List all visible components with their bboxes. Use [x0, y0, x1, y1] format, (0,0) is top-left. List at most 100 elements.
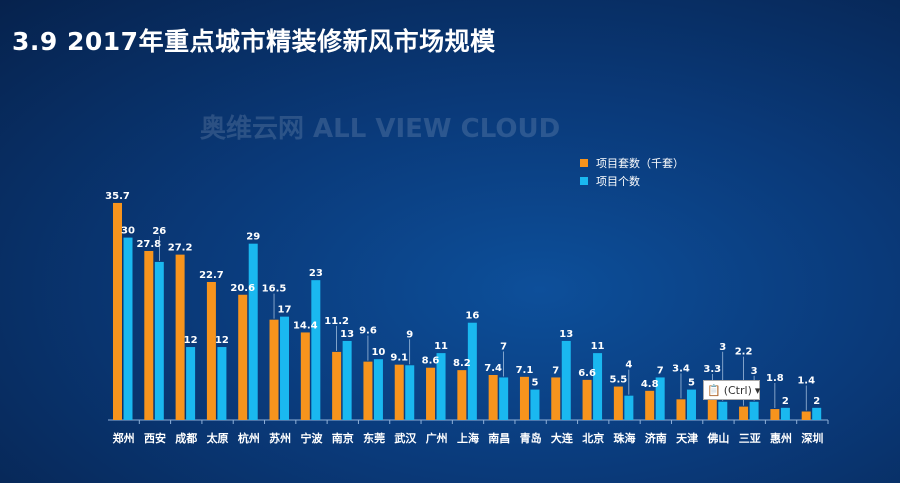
- x-tick-label: 宁波: [300, 431, 323, 445]
- x-tick-label: 武汉: [394, 431, 417, 445]
- bar-units: [175, 254, 185, 420]
- data-label: 7: [657, 365, 664, 376]
- bar-units: [144, 250, 154, 420]
- data-label: 3.4: [672, 363, 690, 374]
- data-label: 10: [371, 347, 385, 358]
- data-label: 3: [719, 342, 726, 353]
- x-tick-label: 西安: [144, 431, 166, 445]
- data-label: 11.2: [324, 316, 349, 327]
- x-tick-label: 南昌: [488, 431, 510, 445]
- bar-count: [718, 401, 728, 420]
- data-label: 5: [688, 378, 695, 389]
- data-label: 2: [813, 396, 820, 407]
- bar-units: [801, 411, 811, 420]
- data-label: 26: [152, 226, 166, 237]
- bar-count: [780, 407, 790, 420]
- bar-units: [551, 377, 561, 420]
- x-tick-label: 大连: [551, 431, 574, 445]
- bar-units: [645, 390, 655, 420]
- bar-count: [405, 365, 415, 420]
- clipboard-icon: 📋: [707, 383, 721, 397]
- bar-count: [530, 389, 540, 420]
- bar-units: [457, 370, 467, 420]
- x-tick-label: 东莞: [363, 431, 385, 445]
- data-label: 35.7: [105, 191, 130, 202]
- data-label: 11: [591, 341, 605, 352]
- bar-count: [593, 353, 603, 420]
- bar-units: [707, 399, 717, 420]
- legend-swatch: [580, 177, 588, 185]
- data-label: 1.8: [766, 373, 784, 384]
- bar-units: [519, 376, 529, 420]
- data-label: 2: [782, 396, 789, 407]
- bar-count: [154, 261, 164, 420]
- data-label: 3: [751, 366, 758, 377]
- bar-units: [363, 361, 373, 420]
- data-label: 9: [406, 329, 413, 340]
- paste-options-button[interactable]: 📋 (Ctrl) ▾: [703, 380, 760, 400]
- data-label: 9.6: [359, 326, 377, 337]
- data-label: 4: [625, 360, 632, 371]
- bar-units: [770, 409, 780, 420]
- bar-count: [248, 243, 258, 420]
- bar-count: [655, 377, 665, 420]
- bar-count: [217, 347, 227, 420]
- legend-item: 项目个数: [580, 172, 684, 190]
- data-label: 16: [465, 311, 479, 322]
- bar-units: [676, 399, 686, 420]
- data-label: 8.6: [422, 356, 440, 367]
- bar-units: [238, 294, 248, 420]
- data-label: 2.2: [735, 347, 753, 358]
- bar-count: [624, 395, 634, 420]
- x-tick-label: 南京: [332, 431, 354, 445]
- data-label: 5.5: [610, 375, 628, 386]
- x-tick-label: 太原: [206, 431, 229, 445]
- bar-count: [123, 237, 133, 420]
- bar-count: [561, 340, 571, 420]
- data-label: 14.4: [293, 320, 318, 331]
- data-label: 13: [340, 329, 354, 340]
- data-label: 6.6: [578, 368, 596, 379]
- data-label: 30: [121, 226, 135, 237]
- data-label: 27.8: [136, 239, 161, 250]
- x-tick-label: 郑州: [113, 431, 135, 445]
- bar-units: [269, 319, 279, 420]
- bar-count: [749, 401, 759, 420]
- watermark: 奥维云网 ALL VIEW CLOUD: [200, 114, 561, 144]
- bar-count: [280, 316, 290, 420]
- data-label: 12: [215, 335, 229, 346]
- bar-units: [739, 406, 749, 420]
- bar-count: [373, 359, 383, 420]
- data-label: 8.2: [453, 358, 471, 369]
- bar-units: [613, 386, 623, 420]
- data-label: 1.4: [797, 375, 815, 386]
- x-tick-label: 济南: [645, 431, 667, 445]
- bar-units: [206, 281, 216, 420]
- data-label: 7.4: [484, 363, 502, 374]
- data-label: 4.8: [641, 379, 659, 390]
- x-tick-label: 珠海: [614, 431, 636, 445]
- x-tick-label: 三亚: [739, 432, 761, 445]
- data-label: 7: [552, 365, 559, 376]
- x-tick-label: 深圳: [801, 431, 823, 445]
- x-tick-label: 苏州: [269, 431, 291, 445]
- data-label: 5: [531, 378, 538, 389]
- bar-units: [300, 332, 310, 420]
- data-label: 16.5: [262, 284, 287, 295]
- bar-count: [342, 340, 352, 420]
- legend-swatch: [580, 159, 588, 167]
- paste-label: (Ctrl): [723, 383, 752, 397]
- x-tick-label: 北京: [582, 431, 604, 445]
- data-label: 20.6: [230, 283, 255, 294]
- bar-count: [186, 347, 196, 420]
- bar-count: [812, 407, 822, 420]
- legend-label: 项目套数（千套）: [596, 157, 684, 170]
- data-label: 12: [184, 335, 198, 346]
- bar-count: [499, 377, 509, 420]
- bar-units: [582, 379, 592, 420]
- x-tick-label: 广州: [426, 431, 448, 445]
- legend-item: 项目套数（千套）: [580, 154, 684, 172]
- bar-count: [436, 353, 446, 420]
- x-tick-label: 惠州: [770, 431, 792, 445]
